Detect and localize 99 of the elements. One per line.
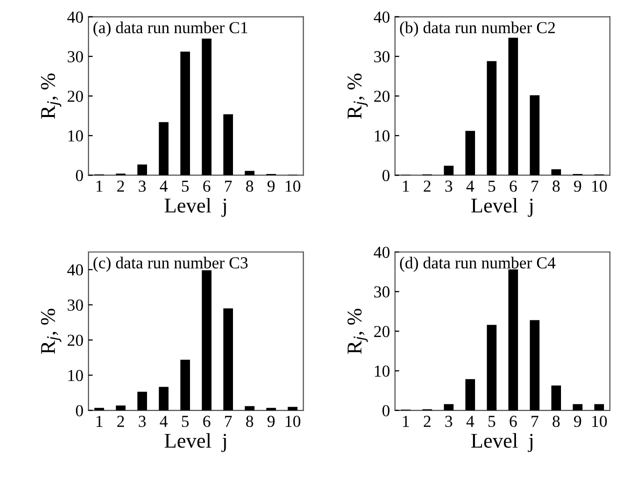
x-tick-label: 8: [246, 180, 254, 192]
x-tick-label: 3: [445, 416, 452, 427]
x-tick-label: 7: [225, 416, 232, 427]
y-tick-label: 20: [374, 326, 390, 338]
x-tick-label: 2: [117, 180, 124, 192]
y-axis-title: R$_{j}$, %: [348, 74, 368, 119]
chart-title: (a) data run number C1: [94, 22, 248, 37]
x-tick-label: 10: [592, 416, 607, 427]
bar: [116, 405, 126, 410]
y-axis-title: R$_{j}$, %: [348, 308, 368, 354]
y-tick-label: 40: [374, 246, 390, 258]
y-axis-title: R$_{j}$, %: [40, 74, 62, 119]
x-tick-label: 7: [532, 180, 538, 192]
bar: [202, 270, 212, 410]
x-tick-label: 1: [96, 416, 102, 427]
x-tick-label: 1: [96, 180, 102, 192]
x-tick-label: 5: [182, 180, 189, 192]
x-tick-label: 5: [488, 180, 496, 192]
y-tick-label: 20: [68, 334, 83, 346]
y-tick-label: 30: [374, 51, 390, 62]
bar: [180, 360, 190, 410]
y-tick-label: 10: [68, 130, 83, 142]
x-tick-label: 4: [466, 416, 474, 427]
bar: [158, 386, 169, 410]
y-tick-label: 20: [374, 90, 390, 102]
x-tick-label: 2: [117, 416, 124, 427]
bar: [530, 95, 540, 176]
y-tick-label: 30: [68, 51, 83, 62]
y-tick-label: 40: [374, 12, 390, 23]
x-tick-label: 9: [574, 180, 582, 192]
y-tick-label: 0: [76, 170, 83, 182]
x-tick-label: 4: [160, 180, 168, 192]
bar: [180, 52, 190, 176]
x-tick-label: 10: [286, 180, 300, 192]
bar: [486, 324, 497, 410]
y-tick-label: 40: [67, 264, 83, 276]
x-tick-label: 9: [268, 180, 275, 192]
y-axis-title: R$_{j}$, %: [40, 308, 62, 354]
x-tick-label: 3: [445, 180, 452, 192]
x-tick-label: 8: [246, 416, 254, 427]
bar: [444, 166, 454, 176]
x-tick-label: 8: [552, 180, 560, 192]
bar: [444, 404, 454, 410]
x-tick-label: 4: [466, 180, 474, 192]
y-tick-label: 0: [382, 405, 390, 416]
x-axis-title: Level j: [164, 433, 226, 452]
x-tick-label: 5: [488, 416, 496, 427]
bar: [137, 392, 148, 410]
chart-title: (b) data run number C2: [400, 22, 555, 37]
bar: [244, 406, 254, 410]
x-tick-label: 5: [182, 416, 189, 427]
y-tick-label: 10: [374, 130, 390, 142]
bar: [202, 38, 212, 176]
chart-title: (d) data run number C4: [400, 256, 556, 272]
bar: [158, 122, 169, 176]
x-tick-label: 1: [403, 416, 409, 427]
x-tick-label: 7: [532, 416, 538, 427]
x-tick-label: 2: [424, 416, 430, 427]
x-tick-label: 7: [225, 180, 232, 192]
bar: [572, 404, 582, 410]
bar: [244, 170, 254, 176]
bar: [594, 404, 604, 410]
x-tick-label: 1: [403, 180, 409, 192]
x-tick-label: 6: [510, 180, 517, 192]
x-tick-label: 3: [138, 416, 146, 427]
x-axis-title: Level j: [164, 198, 226, 217]
x-tick-label: 6: [510, 416, 517, 427]
x-tick-label: 9: [268, 416, 275, 427]
x-tick-label: 10: [592, 180, 607, 192]
bar: [486, 61, 497, 176]
bar: [137, 164, 148, 176]
x-axis-title: Level j: [471, 433, 532, 452]
x-tick-label: 9: [574, 416, 582, 427]
y-tick-label: 40: [67, 12, 83, 23]
x-tick-label: 10: [286, 416, 300, 427]
bar: [530, 320, 540, 410]
y-tick-label: 20: [68, 90, 83, 102]
y-tick-label: 0: [76, 405, 83, 416]
bar: [465, 379, 476, 410]
x-tick-label: 3: [138, 180, 146, 192]
x-axis-title: Level j: [471, 198, 532, 217]
x-tick-label: 6: [203, 180, 210, 192]
bar: [508, 269, 518, 410]
chart-title: (c) data run number C3: [94, 256, 248, 272]
y-tick-label: 10: [374, 366, 390, 377]
x-tick-label: 6: [203, 416, 210, 427]
y-tick-label: 0: [382, 170, 390, 182]
y-tick-label: 30: [68, 300, 83, 311]
x-tick-label: 8: [552, 416, 560, 427]
bar: [551, 169, 561, 176]
bar: [223, 308, 233, 410]
y-tick-label: 10: [68, 370, 83, 382]
x-tick-label: 4: [160, 416, 168, 427]
x-tick-label: 2: [424, 180, 430, 192]
y-tick-label: 30: [374, 286, 390, 298]
bar: [508, 38, 518, 176]
bar: [551, 385, 561, 410]
bar: [223, 114, 233, 176]
bar: [465, 130, 476, 176]
